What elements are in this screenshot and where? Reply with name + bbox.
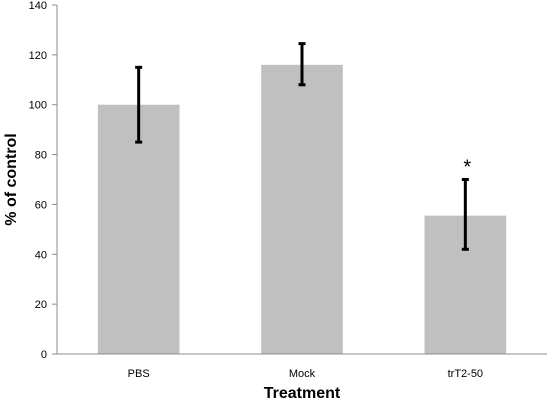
y-axis-ticks: 0 20 40 60 80 100 120 140 [29,0,57,361]
y-tick-label: 100 [29,100,47,112]
significance-asterisk: * [463,157,471,179]
y-tick-label: 40 [35,249,47,261]
y-tick-label: 120 [29,50,47,62]
y-tick-label: 80 [35,150,47,162]
x-axis-title: Treatment [264,385,341,402]
annotations-group: * [463,157,471,179]
y-tick-label: 140 [29,0,47,12]
y-axis-title: % of control [3,133,20,225]
y-tick-label: 0 [41,349,47,361]
y-tick-label: 20 [35,299,47,311]
bar-mock [261,64,343,354]
x-tick-label: PBS [128,368,150,380]
error-bar-trt2-50 [461,178,469,251]
bars-group [97,64,507,354]
x-tick-label: Mock [289,368,316,380]
bar-pbs [97,104,180,354]
x-axis-tick-labels: PBS Mock trT2-50 [128,368,483,380]
error-bars-group [135,42,469,251]
x-tick-label: trT2-50 [448,368,483,380]
error-bar-pbs [135,65,143,144]
error-bar-mock [298,42,306,87]
y-tick-label: 60 [35,199,47,211]
